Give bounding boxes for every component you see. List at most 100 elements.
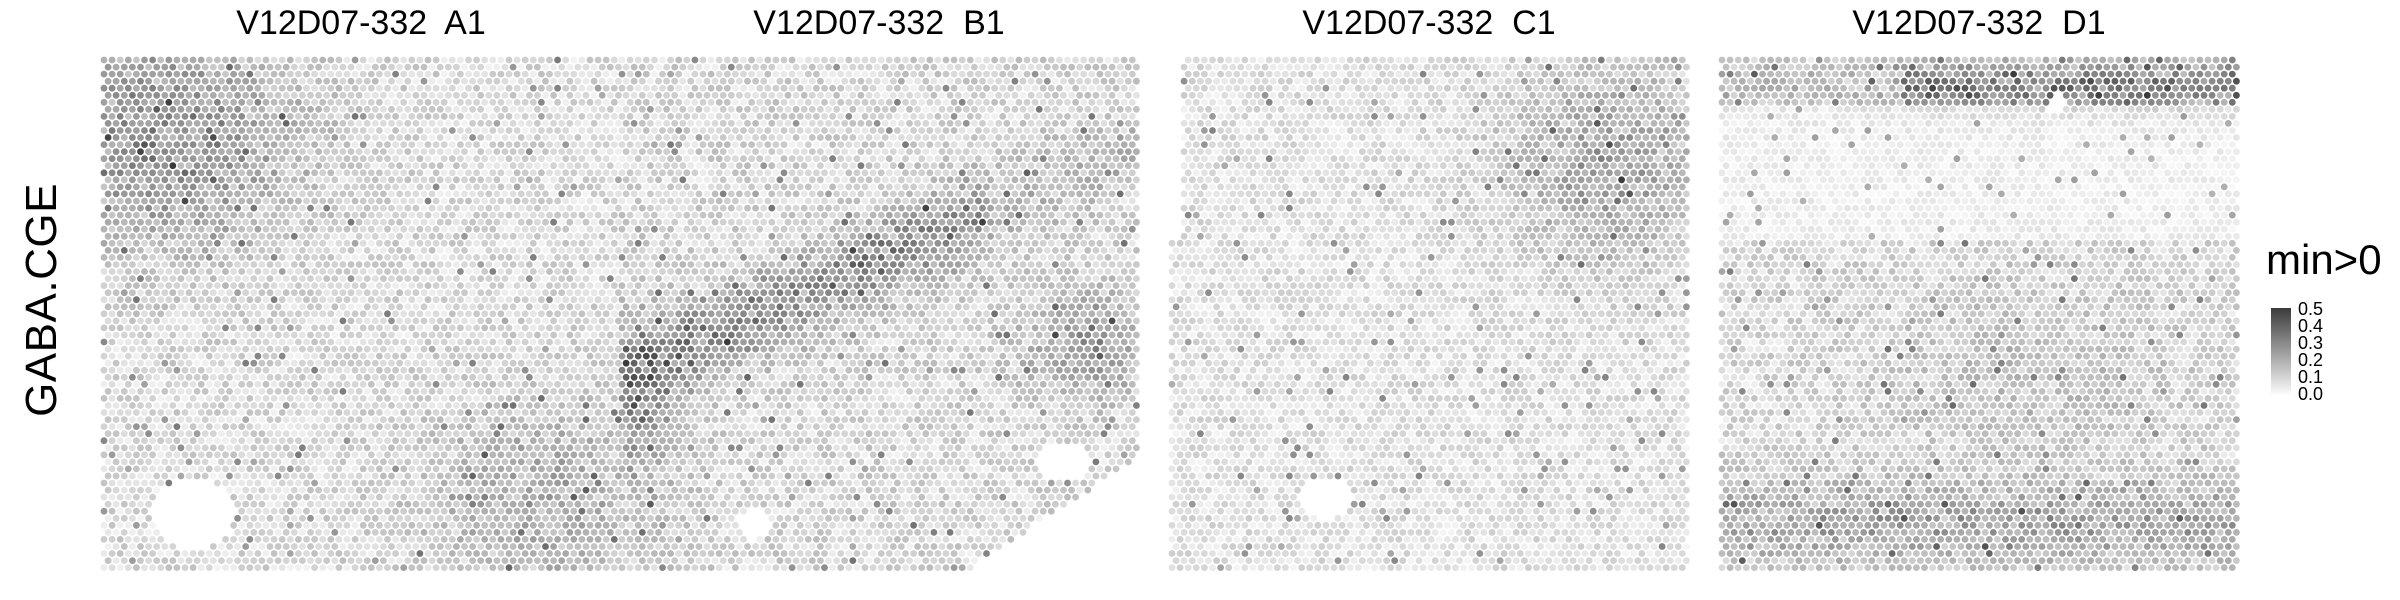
spot (189, 395, 197, 402)
spot (477, 444, 485, 452)
spot (582, 303, 590, 311)
spot (246, 521, 254, 529)
spot (343, 268, 351, 275)
spot (205, 409, 213, 416)
spot (586, 550, 594, 557)
spot (193, 63, 201, 71)
spot (246, 296, 254, 304)
spot (501, 500, 509, 508)
spot (173, 155, 181, 163)
spot (290, 176, 298, 184)
spot (181, 84, 189, 92)
spot (542, 444, 549, 452)
spot (505, 564, 513, 571)
spot (303, 423, 310, 430)
spot (1035, 63, 1043, 71)
spot (598, 416, 606, 423)
spot (558, 444, 566, 452)
spot (351, 564, 359, 571)
spot (655, 91, 662, 99)
spot (339, 317, 347, 325)
spot (517, 63, 525, 71)
spot (602, 183, 610, 191)
spot (615, 458, 622, 466)
spot (307, 63, 314, 71)
spot (137, 317, 144, 325)
spot (133, 479, 140, 487)
spot (829, 70, 836, 78)
spot (266, 331, 274, 339)
spot (1096, 70, 1104, 78)
spot (100, 268, 108, 275)
spot (319, 338, 327, 346)
spot (590, 373, 598, 381)
spot (857, 77, 865, 85)
spot (100, 437, 108, 445)
spot (258, 120, 266, 127)
spot (501, 317, 509, 325)
spot (529, 225, 537, 233)
spot (469, 232, 476, 240)
spot (343, 296, 351, 304)
spot (295, 437, 302, 445)
spot (380, 430, 387, 438)
spot (193, 105, 201, 113)
spot (246, 268, 254, 275)
spot (246, 225, 254, 233)
spot (311, 296, 318, 304)
spot (327, 507, 335, 515)
spot (606, 303, 614, 311)
spot (347, 345, 355, 353)
spot (1100, 77, 1108, 85)
spot (396, 148, 403, 155)
spot (432, 70, 440, 78)
spot (513, 141, 521, 148)
spot (562, 493, 570, 501)
spot (473, 296, 480, 304)
spot (290, 275, 298, 282)
spot (331, 105, 339, 113)
spot (683, 70, 691, 78)
spot (299, 557, 306, 564)
spot (615, 416, 622, 423)
spot (594, 141, 602, 148)
spot (525, 218, 533, 226)
spot (457, 98, 464, 106)
spot (578, 395, 586, 402)
spot (295, 113, 302, 120)
spot (542, 190, 549, 198)
spot (339, 218, 347, 226)
spot (177, 134, 185, 141)
spot (189, 169, 197, 177)
spot (218, 557, 225, 564)
spot (448, 197, 456, 205)
spot (562, 451, 570, 459)
spot (376, 493, 383, 501)
spot (258, 345, 266, 353)
spot (108, 550, 116, 557)
spot (222, 70, 229, 78)
spot (999, 56, 1007, 64)
spot (124, 380, 132, 388)
spot (214, 451, 221, 459)
spot (303, 254, 310, 261)
spot (104, 373, 112, 381)
spot (436, 359, 444, 367)
spot (197, 127, 205, 134)
spot (108, 127, 116, 134)
spot (319, 296, 327, 304)
spot (367, 366, 375, 374)
spot (849, 91, 857, 99)
spot (1060, 91, 1067, 99)
spot (205, 169, 213, 177)
spot (477, 162, 485, 170)
spot (428, 148, 436, 155)
spot (327, 366, 335, 374)
spot (104, 388, 112, 395)
spot (764, 56, 772, 64)
spot (266, 317, 274, 325)
spot (477, 388, 485, 395)
spot (303, 211, 310, 219)
spot (408, 437, 416, 445)
spot (546, 225, 553, 233)
